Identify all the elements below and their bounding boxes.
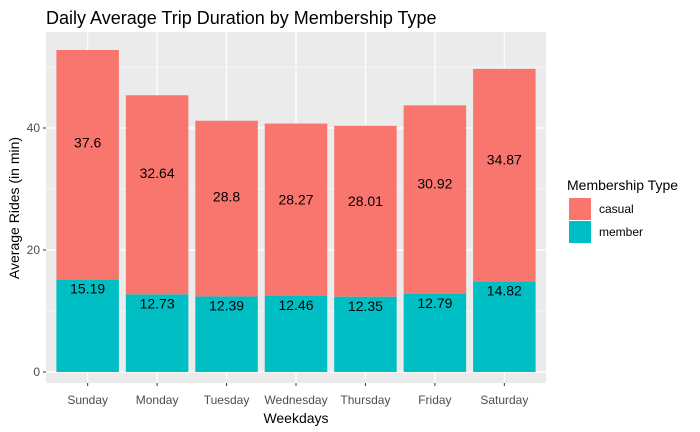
bar-casual-sunday xyxy=(56,49,119,280)
data-label-member: 12.73 xyxy=(140,295,175,311)
x-tick-label: Sunday xyxy=(67,393,108,407)
data-label-member: 12.35 xyxy=(348,298,383,314)
bar-member-wednesday xyxy=(264,295,328,372)
bar-member-tuesday xyxy=(195,296,258,372)
y-tick-label: 40 xyxy=(27,121,41,135)
bar-casual-monday xyxy=(125,95,189,295)
data-label-casual: 28.8 xyxy=(213,188,240,204)
legend-key-casual xyxy=(569,198,591,220)
x-axis: Sunday Monday Tuesday Wednesday Thursday Frid… xyxy=(67,383,528,407)
legend-key-member xyxy=(569,221,591,243)
y-tick-label: 20 xyxy=(27,243,41,257)
data-label-casual: 30.92 xyxy=(417,175,452,191)
legend-label-casual: casual xyxy=(599,202,634,216)
data-label-member: 12.46 xyxy=(278,297,313,313)
x-tick-label: Monday xyxy=(136,393,179,407)
data-label-member: 14.82 xyxy=(487,283,522,299)
bar-casual-thursday xyxy=(334,125,397,297)
data-label-casual: 34.87 xyxy=(487,151,522,167)
bar-member-monday xyxy=(125,294,189,372)
bar-member-thursday xyxy=(334,296,397,372)
chart-title: Daily Average Trip Duration by Membershi… xyxy=(46,8,437,28)
x-axis-title: Weekdays xyxy=(263,410,328,426)
data-label-casual: 28.27 xyxy=(278,192,313,208)
x-tick-label: Thursday xyxy=(340,393,390,407)
bar-member-friday xyxy=(403,293,467,372)
data-label-member: 12.39 xyxy=(209,298,244,314)
data-label-casual: 37.6 xyxy=(74,135,101,151)
data-label-member: 15.19 xyxy=(70,280,105,296)
y-tick-label: 0 xyxy=(33,365,40,379)
data-label-casual: 32.64 xyxy=(140,165,175,181)
bar-casual-tuesday xyxy=(195,120,258,297)
x-tick-label: Tuesday xyxy=(204,393,250,407)
y-axis-title: Average Rides (in min) xyxy=(6,137,22,279)
legend-title: Membership Type xyxy=(567,177,678,193)
legend-label-member: member xyxy=(599,225,643,239)
bar-member-saturday xyxy=(473,281,536,372)
x-tick-label: Saturday xyxy=(480,393,528,407)
data-label-casual: 28.01 xyxy=(348,193,383,209)
bars xyxy=(56,49,536,372)
x-tick-label: Friday xyxy=(418,393,451,407)
data-label-member: 12.79 xyxy=(417,295,452,311)
bar-casual-friday xyxy=(403,105,467,294)
bar-casual-wednesday xyxy=(264,123,328,296)
x-tick-label: Wednesday xyxy=(264,393,327,407)
bar-member-sunday xyxy=(56,279,119,372)
legend: Membership Type casual member xyxy=(567,177,678,243)
data-labels: 15.19 37.6 12.73 32.64 12.39 28.8 12.46 28.27 12… xyxy=(70,135,522,314)
y-axis: 0 20 40 xyxy=(27,121,46,379)
bar-casual-saturday xyxy=(473,68,536,282)
